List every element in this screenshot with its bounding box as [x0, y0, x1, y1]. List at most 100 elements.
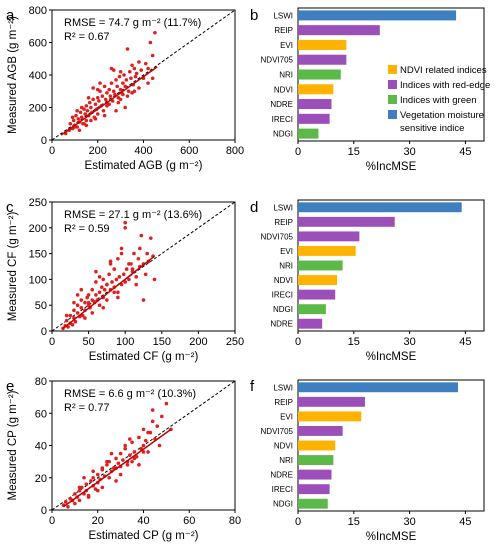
data-point — [141, 450, 146, 454]
x-axis-label: %IncMSE — [366, 351, 417, 363]
bar-lswi — [298, 382, 458, 393]
bar-nri — [298, 455, 334, 466]
panel-a: a 0 200 400 600 800 0 200 400 600 800 RMSE = 74.7 g… — [6, 5, 244, 172]
category-label: NDRE — [270, 471, 293, 480]
data-point — [77, 498, 82, 503]
data-point — [145, 251, 149, 256]
data-point — [105, 459, 109, 464]
category-label: NRI — [279, 456, 293, 465]
data-point — [132, 89, 137, 94]
x-tick-label: 30 — [403, 516, 415, 528]
category-label: NRI — [279, 71, 293, 80]
data-point — [78, 110, 83, 115]
y-tick-label: 100 — [29, 274, 47, 286]
bar-ndgi — [298, 128, 319, 139]
data-point — [84, 104, 89, 108]
r2-annotation: R² = 0.77 — [64, 402, 110, 414]
category-label: NDVI705 — [261, 232, 294, 241]
data-point — [105, 298, 109, 302]
data-point — [116, 295, 120, 300]
category-label: NDGI — [273, 130, 293, 139]
y-axis-label: Measured AGB (g m⁻²) — [7, 16, 19, 134]
data-point — [95, 87, 100, 92]
data-point — [138, 246, 142, 251]
data-point — [80, 313, 85, 318]
y-tick-label: 600 — [29, 38, 47, 50]
x-axis-label: %IncMSE — [366, 531, 417, 543]
data-point — [137, 86, 141, 90]
data-point — [127, 453, 132, 457]
data-point — [115, 84, 119, 89]
data-point — [127, 277, 131, 282]
panel-letter-b: b — [250, 7, 258, 24]
data-point — [134, 282, 138, 287]
r2-annotation: R² = 0.67 — [64, 31, 110, 43]
data-point — [71, 118, 76, 123]
data-point — [77, 488, 82, 493]
data-point — [97, 99, 101, 103]
rmse-annotation: RMSE = 74.7 g m⁻² (11.7%) — [64, 17, 201, 29]
x-tick-label: 100 — [116, 336, 134, 348]
data-point — [105, 91, 109, 95]
data-point — [125, 47, 130, 51]
data-point — [126, 89, 131, 94]
bar-ndvi705 — [298, 231, 360, 242]
bar-evi — [298, 411, 362, 422]
data-point — [114, 78, 118, 82]
data-point — [134, 275, 138, 279]
x-axis-label: Estimated CF (g m⁻²) — [89, 351, 199, 363]
data-point — [94, 280, 98, 284]
category-label: NDRE — [270, 100, 293, 109]
panel-c: c 0 50 100 150 200 250 0 50 100 150 200 250 RMSE = 27… — [6, 197, 244, 363]
data-point — [118, 472, 123, 477]
x-tick-label: 0 — [49, 336, 55, 348]
category-label: LSWI — [273, 383, 293, 392]
data-point — [101, 277, 106, 282]
data-point — [90, 287, 95, 292]
x-tick-label: 0 — [295, 146, 301, 158]
data-point — [97, 275, 102, 279]
category-label: REIP — [274, 26, 293, 35]
data-point — [164, 401, 169, 406]
data-point — [150, 76, 155, 81]
data-point — [123, 84, 127, 89]
panel-e: e 0 20 40 60 80 0 20 40 60 80 RMSE = 6.6 g m⁻² (10.… — [6, 376, 241, 542]
data-point — [139, 68, 144, 72]
legend-swatch — [388, 65, 397, 74]
x-axis-label: Estimated AGB (g m⁻²) — [85, 160, 203, 172]
data-point — [117, 275, 122, 279]
data-point — [146, 430, 150, 435]
data-point — [91, 97, 95, 102]
category-label: NDVI705 — [261, 56, 294, 65]
data-point — [116, 100, 121, 105]
data-point — [124, 267, 129, 271]
data-point — [74, 113, 78, 118]
data-point — [75, 108, 79, 113]
legend-swatch — [388, 110, 397, 119]
bar-reip — [298, 396, 365, 407]
data-point — [114, 277, 119, 282]
legend: NDVI related indices Indices with red-edg… — [388, 65, 490, 134]
data-point — [130, 63, 134, 68]
data-point — [86, 300, 91, 305]
one-to-one-line — [51, 201, 236, 332]
data-point — [123, 220, 127, 225]
data-point — [132, 251, 136, 256]
data-point — [143, 438, 148, 443]
y-tick-label: 40 — [35, 441, 47, 453]
data-point — [141, 298, 146, 302]
category-label: REIP — [274, 218, 293, 227]
data-point — [123, 446, 127, 451]
data-point — [124, 78, 129, 82]
legend-label: NDVI related indices — [400, 65, 487, 76]
data-point — [110, 280, 114, 284]
data-point — [85, 108, 90, 113]
data-point — [64, 318, 69, 323]
data-point — [84, 118, 89, 123]
data-point — [86, 95, 91, 100]
data-point — [119, 251, 124, 256]
fit-line — [62, 428, 172, 508]
x-tick-label: 15 — [348, 336, 360, 348]
bar-ndgi — [298, 304, 326, 315]
data-point — [121, 92, 125, 97]
